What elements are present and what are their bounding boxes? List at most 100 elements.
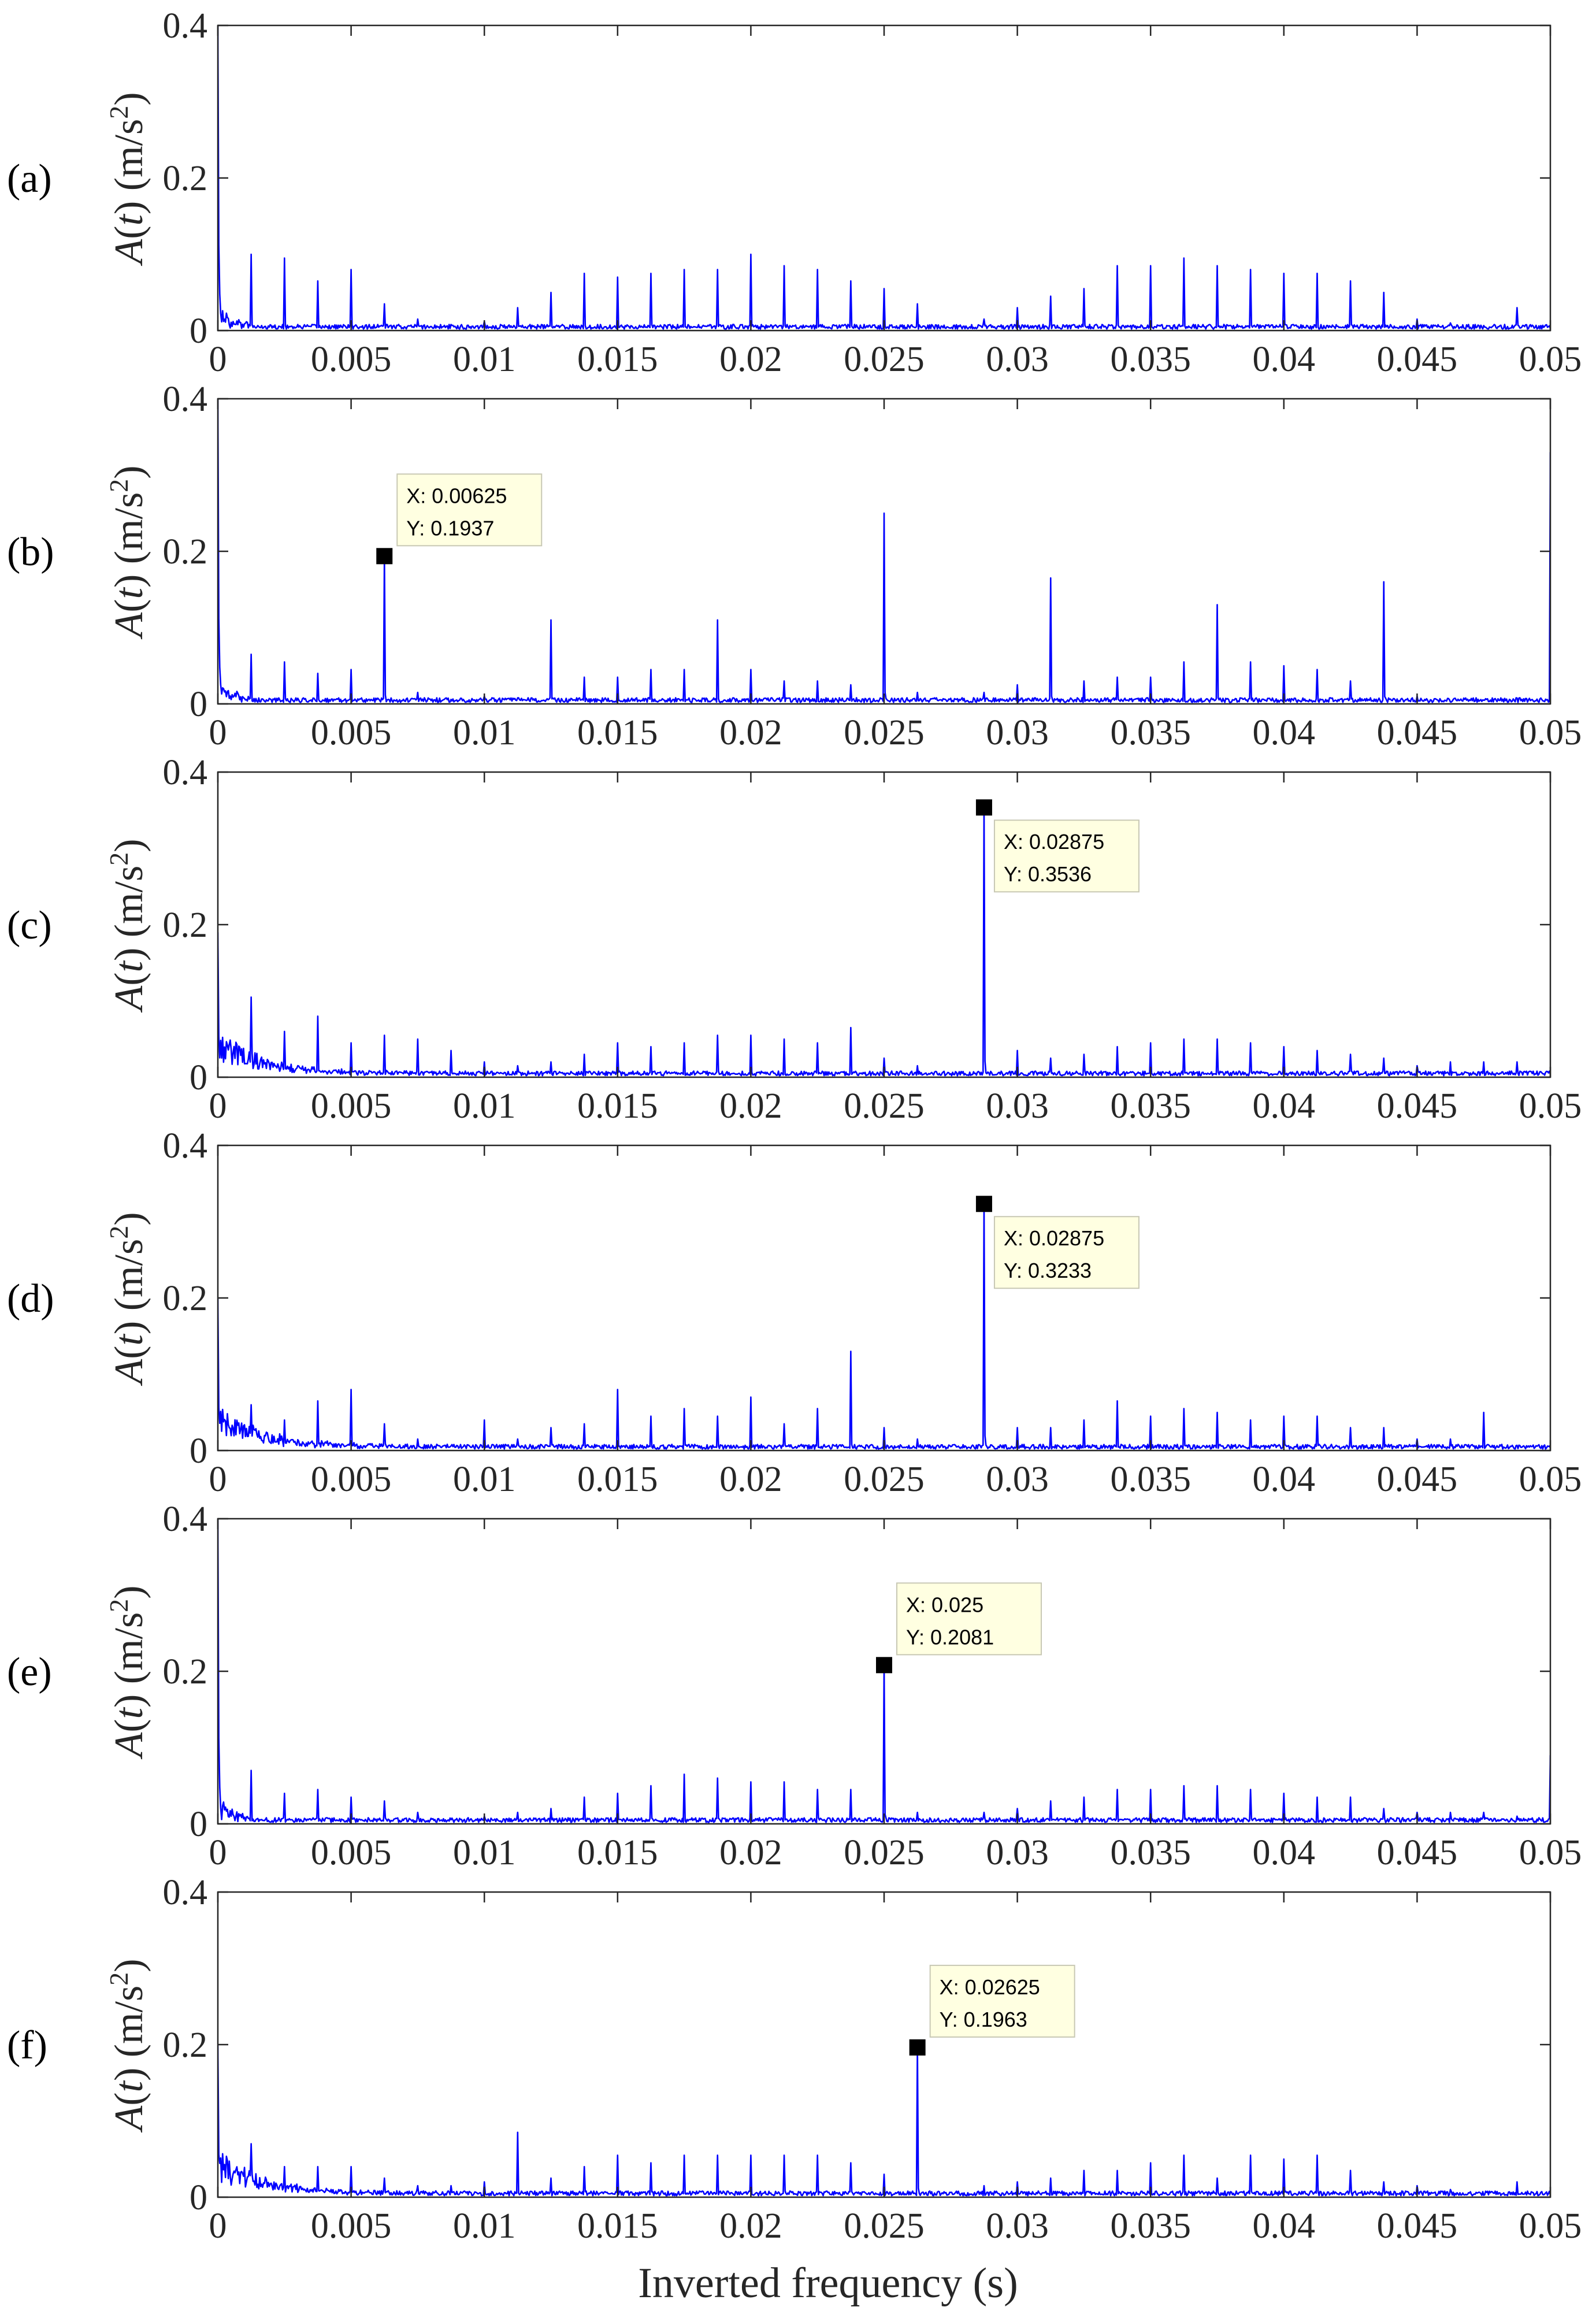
datatip-x-text: X: 0.02625	[940, 1975, 1040, 1999]
y-tick-label: 0	[190, 685, 207, 724]
y-label-paren-close: )	[107, 2057, 151, 2081]
y-axis-label: A(t) (m/s2)	[104, 92, 152, 266]
y-label-var: A	[107, 2106, 151, 2133]
panel-d: 0 0.005 0.01 0.015 0.02 0.025 0.03 0.035 0.04 0.0…	[7, 1126, 1582, 1499]
x-tick-label: 0.005	[311, 1086, 392, 1126]
datatip-box	[993, 819, 1140, 893]
panel-f: 0 0.005 0.01 0.015 0.02 0.025 0.03 0.035 0.04 0.0…	[7, 1873, 1582, 2246]
x-tick-label: 0.015	[577, 713, 658, 752]
panel-label: (f)	[7, 2023, 47, 2068]
panel-label: (a)	[7, 157, 52, 201]
x-tick-label: 0.025	[844, 340, 925, 379]
y-label-paren-close: )	[107, 1311, 151, 1334]
x-tick-label: 0	[209, 340, 227, 379]
y-label-arg: t	[107, 1333, 151, 1345]
datatip-marker[interactable]	[876, 1657, 892, 1674]
y-tick-label: 0.2	[163, 2026, 208, 2065]
y-label-unit: (m/s	[107, 866, 151, 937]
x-tick-label: 0.005	[311, 1833, 392, 1872]
datatip-marker[interactable]	[975, 1196, 992, 1212]
datatip-x-text: X: 0.025	[906, 1593, 983, 1616]
y-label-paren-close: )	[107, 937, 151, 961]
x-tick-label: 0.01	[453, 713, 516, 752]
y-axis-label: A(t) (m/s2)	[104, 465, 152, 639]
x-tick-label: 0.005	[311, 1460, 392, 1499]
y-tick-label: 0.2	[163, 159, 208, 198]
y-label-var: A	[107, 613, 151, 640]
y-label-exponent: 2	[104, 479, 133, 492]
datatip[interactable]: X: 0.02875 Y: 0.3536	[993, 819, 1140, 893]
y-label-paren-close: )	[107, 1684, 151, 1708]
y-label-var: A	[107, 239, 151, 266]
datatip[interactable]: X: 0.00625 Y: 0.1937	[396, 473, 543, 547]
x-tick-label: 0.02	[719, 340, 782, 379]
x-tick-label: 0.045	[1377, 2206, 1458, 2246]
y-tick-label: 0.2	[163, 906, 208, 945]
panels: 0 0.005 0.01 0.015 0.02 0.025 0.03 0.035 0.04 0.0…	[7, 6, 1582, 2246]
panel-b: 0 0.005 0.01 0.015 0.02 0.025 0.03 0.035 0.04 0.0…	[7, 380, 1582, 752]
y-label-arg: t	[107, 213, 151, 225]
x-tick-label: 0.045	[1377, 1833, 1458, 1872]
y-tick-label: 0.4	[163, 6, 208, 46]
x-tick-label: 0.035	[1110, 713, 1191, 752]
x-tick-label: 0.01	[453, 2206, 516, 2246]
y-label-arg: t	[107, 960, 151, 972]
y-label-unit: (m/s	[107, 492, 151, 564]
datatip-marker[interactable]	[909, 2039, 926, 2056]
datatip-x-text: X: 0.02875	[1004, 1226, 1104, 1250]
y-tick-label: 0.4	[163, 1500, 208, 1539]
datatip-y-text: Y: 0.3233	[1004, 1259, 1092, 1282]
panel-a: 0 0.005 0.01 0.015 0.02 0.025 0.03 0.035 0.04 0.0…	[7, 6, 1582, 379]
y-tick-label: 0.2	[163, 1279, 208, 1318]
x-tick-label: 0.02	[719, 1460, 782, 1499]
datatip[interactable]: X: 0.02625 Y: 0.1963	[929, 1964, 1075, 2038]
y-label-exponent: 2	[104, 1972, 133, 1986]
x-tick-label: 0.005	[311, 713, 392, 752]
y-label-var: A	[107, 1359, 151, 1386]
series-line	[218, 25, 1550, 330]
y-label-var: A	[107, 1733, 151, 1760]
series-line	[218, 1203, 1550, 1450]
y-label-unit: (m/s	[107, 119, 151, 191]
datatip-y-text: Y: 0.1963	[940, 2008, 1027, 2031]
y-tick-label: 0.4	[163, 1873, 208, 1912]
y-tick-label: 0	[190, 311, 207, 351]
x-tick-label: 0.045	[1377, 1460, 1458, 1499]
x-tick-label: 0	[209, 1460, 227, 1499]
y-label-unit: (m/s	[107, 1239, 151, 1311]
x-tick-label: 0.05	[1519, 1833, 1582, 1872]
x-axis-label: Inverted frequency (s)	[638, 2260, 1018, 2307]
x-tick-label: 0.02	[719, 1833, 782, 1872]
x-tick-label: 0	[209, 1833, 227, 1872]
y-label-exponent: 2	[104, 1226, 133, 1239]
x-tick-label: 0.01	[453, 1460, 516, 1499]
y-label-paren-open: (	[107, 972, 151, 985]
y-label-unit-close: )	[107, 92, 151, 105]
x-tick-label: 0.015	[577, 340, 658, 379]
datatip-box	[929, 1964, 1075, 2038]
y-axis-label: A(t) (m/s2)	[104, 1212, 152, 1386]
datatip[interactable]: X: 0.02875 Y: 0.3233	[993, 1216, 1140, 1289]
x-tick-label: 0.03	[986, 340, 1049, 379]
y-axis-label: A(t) (m/s2)	[104, 1585, 152, 1759]
y-label-unit-close: )	[107, 1585, 151, 1598]
x-tick-label: 0.025	[844, 713, 925, 752]
datatip-marker[interactable]	[376, 548, 393, 565]
x-tick-label: 0	[209, 713, 227, 752]
datatip-box	[993, 1216, 1140, 1289]
x-tick-label: 0.04	[1253, 2206, 1316, 2246]
x-tick-label: 0.025	[844, 1086, 925, 1126]
panel-c: 0 0.005 0.01 0.015 0.02 0.025 0.03 0.035 0.04 0.0…	[7, 753, 1582, 1126]
y-label-paren-open: (	[107, 225, 151, 239]
y-axis-label: A(t) (m/s2)	[104, 1959, 152, 2132]
y-label-exponent: 2	[104, 106, 133, 119]
datatip[interactable]: X: 0.025 Y: 0.2081	[896, 1582, 1042, 1656]
y-tick-label: 0.4	[163, 1126, 208, 1166]
x-tick-label: 0.02	[719, 1086, 782, 1126]
y-label-paren-open: (	[107, 599, 151, 612]
x-tick-label: 0.05	[1519, 1460, 1582, 1499]
datatip-marker[interactable]	[975, 799, 992, 816]
datatip-box	[896, 1582, 1042, 1656]
